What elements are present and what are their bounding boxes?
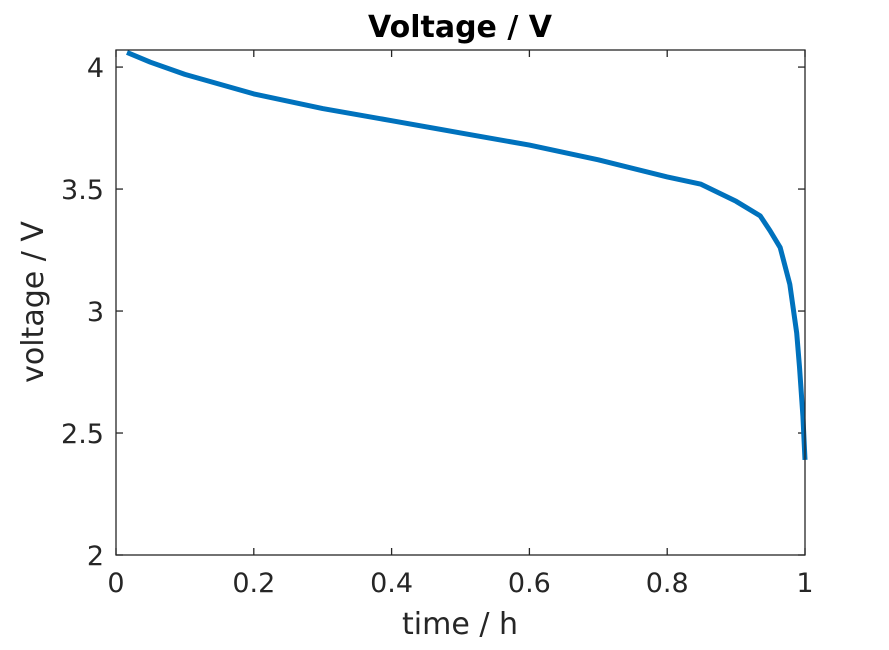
series-line (126, 50, 808, 461)
y-tick-label: 3 (87, 297, 104, 328)
axes-box (115, 49, 806, 556)
chart-title: Voltage / V (368, 10, 553, 45)
x-tick-label: 0.6 (508, 568, 551, 599)
y-tick-label: 2.5 (61, 419, 104, 450)
x-tick-label: 1 (796, 568, 813, 599)
x-tick-label: 0.8 (646, 568, 689, 599)
x-tick-label: 0.2 (232, 568, 275, 599)
x-tick-label: 0.4 (370, 568, 413, 599)
x-tick-label: 0 (107, 568, 124, 599)
y-axis-label: voltage / V (16, 221, 51, 383)
x-axis-label: time / h (402, 607, 518, 642)
y-tick-label: 2 (87, 541, 104, 572)
y-tick-label: 4 (87, 53, 104, 84)
y-tick-label: 3.5 (61, 175, 104, 206)
